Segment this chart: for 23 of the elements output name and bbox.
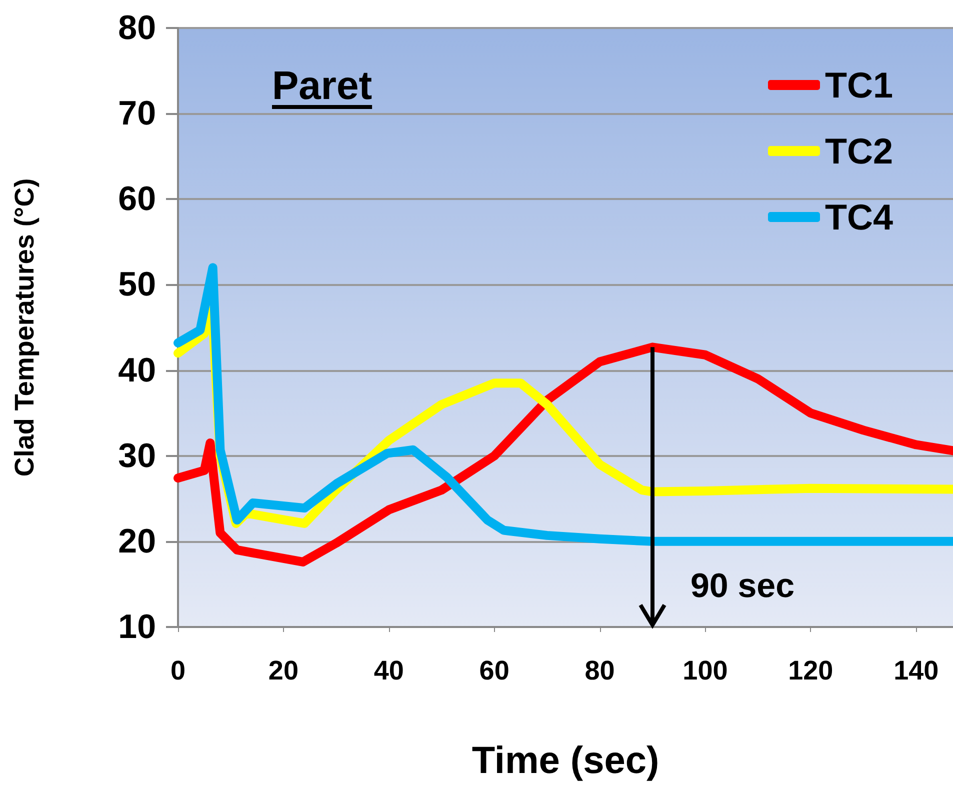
- y-tick-label: 40: [118, 351, 156, 390]
- x-tick-label: 140: [894, 656, 939, 686]
- legend-label: TC1: [824, 64, 894, 106]
- y-tick-label: 10: [118, 608, 156, 646]
- x-tick-label: 100: [682, 656, 728, 686]
- annotation: Paret: [272, 64, 372, 109]
- y-tick-label: 60: [118, 180, 156, 218]
- x-axis-title: Time (sec): [472, 740, 660, 782]
- legend-label: TC2: [824, 130, 894, 172]
- y-tick-label: 70: [118, 94, 156, 133]
- legend-label: TC4: [824, 196, 894, 238]
- y-tick-label: 50: [118, 266, 156, 304]
- x-tick-label: 80: [584, 656, 615, 686]
- x-tick-label: 0: [170, 656, 186, 686]
- y-tick-label: 80: [118, 9, 156, 47]
- ref-line-label: 90 sec: [690, 567, 794, 606]
- x-tick-label: 20: [268, 656, 298, 686]
- y-tick-label: 30: [118, 436, 156, 475]
- x-tick-label: 120: [788, 656, 834, 686]
- x-tick-label: 40: [374, 656, 404, 686]
- x-tick-label: 60: [479, 656, 510, 686]
- y-axis-title: Clad Temperatures (°C): [10, 178, 40, 477]
- y-tick-label: 20: [118, 522, 156, 560]
